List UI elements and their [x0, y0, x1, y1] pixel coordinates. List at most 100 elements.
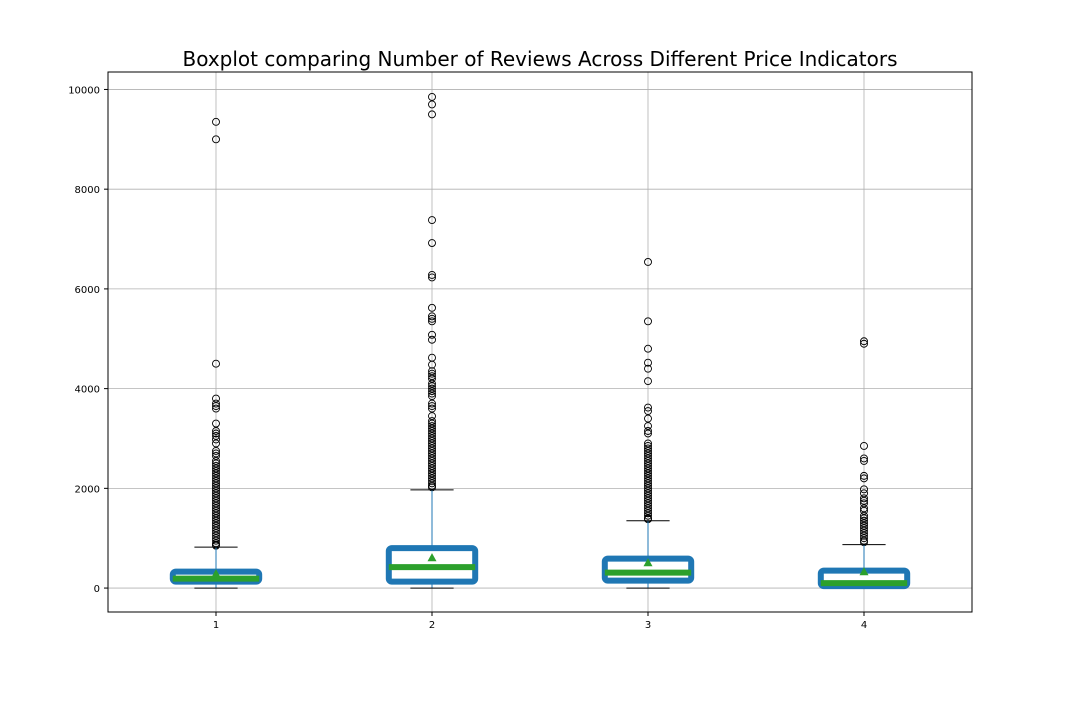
grid-layer [108, 72, 972, 612]
x-tick-label: 4 [861, 620, 867, 631]
outlier-point [644, 511, 652, 520]
outlier-point [860, 454, 868, 463]
outlier-point [212, 466, 220, 475]
outlier-point [644, 364, 652, 373]
outlier-point [212, 516, 220, 525]
outlier-point [644, 474, 652, 483]
outlier-point [428, 402, 436, 411]
outlier-point [860, 519, 868, 528]
outlier-point [644, 484, 652, 493]
outlier-point [212, 536, 220, 545]
outlier-point [644, 414, 652, 423]
outlier-point [644, 461, 652, 470]
outlier-point [212, 486, 220, 495]
outlier-point [428, 216, 436, 225]
outlier-point [644, 479, 652, 488]
outlier-point [212, 117, 220, 126]
outlier-point [212, 506, 220, 515]
outlier-point [428, 427, 436, 435]
outlier-point [212, 359, 220, 368]
outlier-point [428, 442, 436, 450]
outlier-point [212, 469, 220, 478]
outlier-point [212, 429, 220, 438]
outlier-point [212, 446, 220, 455]
x-tick-label: 2 [429, 620, 435, 631]
outlier-point [860, 471, 868, 480]
outlier-point [428, 367, 436, 376]
outlier-point [428, 360, 436, 369]
outlier-point [428, 476, 436, 485]
outlier-point [212, 509, 220, 518]
outlier-point [644, 481, 652, 490]
outlier-point [212, 419, 220, 428]
outlier-point [428, 317, 436, 326]
outlier-point [212, 484, 220, 493]
outlier-point [212, 491, 220, 500]
outlier-point [212, 404, 220, 413]
outlier-point [212, 464, 220, 473]
outlier-point [644, 439, 652, 448]
chart-title: Boxplot comparing Number of Reviews Acro… [183, 47, 898, 71]
outlier-point [428, 412, 436, 420]
outlier-point [860, 514, 868, 523]
outlier-point [428, 312, 436, 321]
outlier-point [644, 491, 652, 500]
outlier-point [428, 335, 436, 344]
outlier-point [860, 489, 868, 498]
outlier-point [212, 531, 220, 540]
outlier-point [212, 451, 220, 460]
outlier-point [860, 531, 868, 540]
outlier-point [428, 429, 436, 438]
outlier-point [428, 417, 436, 425]
outlier-point [212, 511, 220, 520]
outlier-point [212, 521, 220, 530]
outlier-point [860, 485, 868, 494]
outlier-point [644, 403, 652, 412]
x-tick-label: 1 [213, 620, 219, 631]
box-group-2 [385, 92, 479, 589]
outlier-point [644, 459, 652, 468]
outlier-point [212, 529, 220, 538]
outlier-point [644, 407, 652, 416]
outlier-point [428, 449, 436, 458]
outlier-point [860, 526, 868, 535]
outlier-point [212, 435, 220, 444]
outlier-point [428, 419, 436, 428]
outlier-point [428, 461, 436, 470]
outlier-point [644, 476, 652, 485]
outlier-point [644, 509, 652, 518]
outlier-point [644, 469, 652, 478]
outlier-point [212, 504, 220, 513]
outlier-point [644, 489, 652, 498]
outlier-point [212, 481, 220, 490]
outlier-point [644, 446, 652, 455]
outlier-point [860, 456, 868, 465]
outlier-point [428, 471, 436, 480]
outlier-point [428, 464, 436, 473]
outlier-point [428, 372, 436, 381]
outlier-point [212, 526, 220, 535]
outlier-point [644, 449, 652, 458]
outlier-point [428, 424, 436, 433]
outlier-point [860, 504, 868, 513]
outlier-point [428, 422, 436, 430]
box-group-4 [817, 337, 911, 590]
outlier-point [860, 474, 868, 483]
outlier-point [644, 442, 652, 450]
outlier-point [212, 519, 220, 528]
mean-marker [427, 553, 437, 562]
y-tick-label: 10000 [68, 85, 100, 96]
outlier-point [644, 258, 652, 266]
outlier-point [860, 511, 868, 520]
outlier-point [428, 404, 436, 413]
outlier-point [428, 273, 436, 282]
outlier-point [212, 459, 220, 468]
outlier-point [860, 442, 868, 450]
outlier-point [212, 479, 220, 488]
outlier-point [644, 496, 652, 505]
outlier-point [860, 499, 868, 508]
outlier-point [860, 337, 868, 346]
outlier-point [644, 471, 652, 480]
outlier-point [644, 422, 652, 430]
